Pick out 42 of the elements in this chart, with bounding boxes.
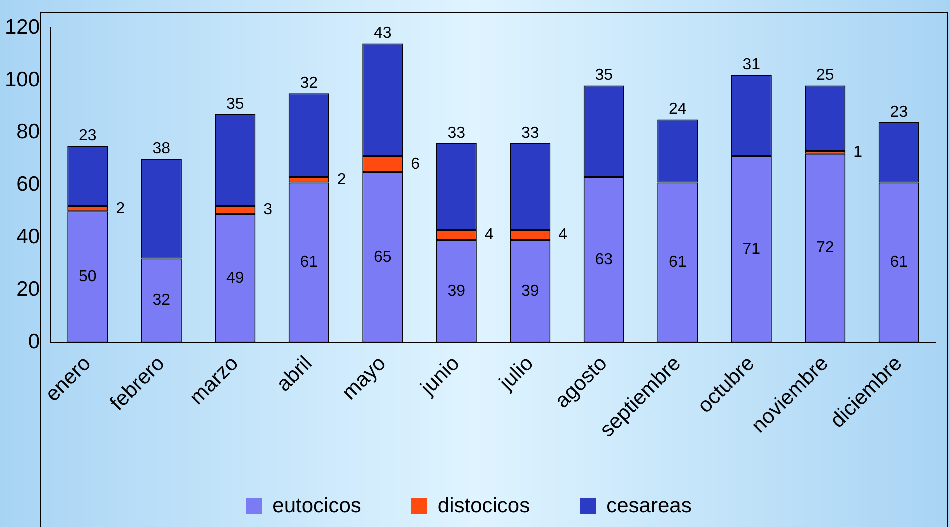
- data-label: 71: [742, 241, 761, 258]
- y-tick-label: 120: [4, 16, 40, 39]
- data-label: 39: [448, 282, 466, 300]
- data-label: 61: [668, 254, 687, 272]
- data-label: 39: [521, 282, 540, 300]
- data-label: 32: [300, 74, 318, 92]
- y-tick-label: 80: [16, 120, 40, 144]
- data-label: 3: [264, 202, 273, 219]
- data-label: 2: [337, 172, 346, 189]
- data-label: 49: [226, 270, 244, 287]
- y-tick-label: 100: [4, 68, 40, 92]
- data-label: 1: [854, 144, 863, 161]
- data-label: 31: [742, 56, 761, 74]
- data-label: 23: [890, 104, 908, 121]
- data-label: 25: [816, 67, 834, 84]
- y-tick-label: 40: [16, 226, 40, 249]
- data-label: 61: [300, 254, 318, 272]
- data-label: 4: [558, 226, 568, 244]
- data-label: 50: [79, 268, 97, 286]
- data-label: 65: [374, 248, 392, 266]
- data-label: 2: [116, 200, 126, 218]
- data-label: 43: [374, 25, 392, 42]
- legend-label: distocicos: [438, 494, 530, 518]
- data-label: 32: [152, 292, 171, 310]
- data-label: 72: [816, 240, 834, 257]
- data-label: 24: [668, 101, 687, 118]
- x-tick-label: julio: [494, 352, 538, 396]
- data-label: 6: [411, 156, 420, 173]
- y-tick-label: 60: [16, 173, 40, 196]
- y-tick-label: 20: [16, 278, 40, 302]
- data-label: 33: [448, 124, 466, 142]
- legend-label: eutocicos: [272, 494, 362, 518]
- y-tick-label: 0: [28, 330, 40, 354]
- legend-label: cesareas: [606, 494, 692, 518]
- data-label: 4: [484, 226, 494, 244]
- data-label: 61: [890, 254, 908, 272]
- data-label: 35: [226, 96, 244, 113]
- data-label: 35: [595, 67, 614, 84]
- data-label: 23: [79, 127, 97, 144]
- data-label: 38: [152, 140, 171, 158]
- data-label: 63: [595, 252, 614, 269]
- data-label: 33: [521, 124, 540, 142]
